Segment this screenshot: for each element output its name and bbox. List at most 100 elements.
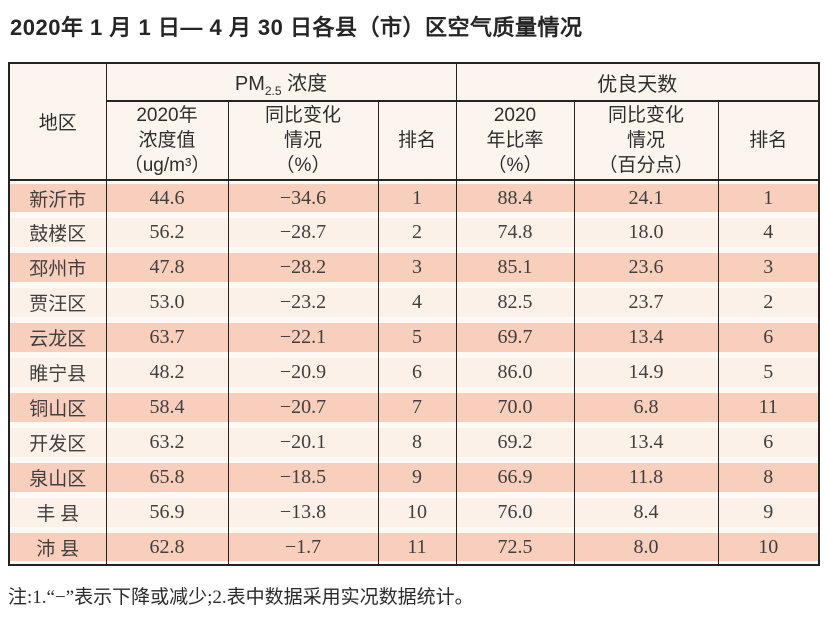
header-pm-value: 2020年 浓度值 （ug/m³） xyxy=(105,101,229,182)
pm-change-cell: −13.8 xyxy=(227,495,379,531)
good-rate-cell: 69.2 xyxy=(455,425,575,461)
pm25-label-prefix: PM xyxy=(234,72,265,95)
pm-change-cell: −20.7 xyxy=(227,390,379,426)
good-rate-cell: 88.4 xyxy=(455,180,575,216)
pm-rank-cell: 7 xyxy=(377,390,457,426)
header-group-good-days: 优良天数 xyxy=(455,63,820,102)
good-rank-cell: 8 xyxy=(717,460,820,496)
table-row: 丰 县 56.9 −13.8 10 76.0 8.4 9 xyxy=(8,495,820,531)
good-change-cell: 13.4 xyxy=(573,320,719,356)
good-rate-cell: 76.0 xyxy=(455,495,575,531)
good-rate-cell: 66.9 xyxy=(455,460,575,496)
header-good-change: 同比变化 情况 （百分点） xyxy=(573,101,719,182)
pm-change-cell: −18.5 xyxy=(227,460,379,496)
region-cell: 云龙区 xyxy=(8,320,107,356)
header-good-rank: 排名 xyxy=(717,101,820,182)
pm-change-cell: −1.7 xyxy=(227,530,379,566)
table-body: 新沂市 44.6 −34.6 1 88.4 24.1 1 鼓楼区 56.2 −2… xyxy=(8,180,820,566)
table-row: 邳州市 47.8 −28.2 3 85.1 23.6 3 xyxy=(8,250,820,286)
page-title: 2020年 1 月 1 日— 4 月 30 日各县（市）区空气质量情况 xyxy=(10,15,583,40)
pm-rank-cell: 10 xyxy=(377,495,457,531)
pm-change-cell: −20.9 xyxy=(227,355,379,391)
pm-rank-cell: 9 xyxy=(377,460,457,496)
region-cell: 铜山区 xyxy=(8,390,107,426)
pm-rank-cell: 8 xyxy=(377,425,457,461)
air-quality-table: 地区 PM2.5 浓度 优良天数 2020年 浓度值 （ug/m³） 同比变化 … xyxy=(8,62,821,567)
header-good-rate: 2020 年比率 （%） xyxy=(455,101,575,182)
pm-rank-cell: 2 xyxy=(377,215,457,251)
table-row: 贾汪区 53.0 −23.2 4 82.5 23.7 2 xyxy=(8,285,820,321)
table-row: 泉山区 65.8 −18.5 9 66.9 11.8 8 xyxy=(8,460,820,496)
table-row: 铜山区 58.4 −20.7 7 70.0 6.8 11 xyxy=(8,390,820,426)
footnote: 注:1.“−”表示下降或减少;2.表中数据采用实况数据统计。 xyxy=(8,587,474,609)
pm-change-cell: −28.7 xyxy=(227,215,379,251)
pm-rank-cell: 3 xyxy=(377,250,457,286)
good-rank-cell: 11 xyxy=(717,390,820,426)
region-cell: 新沂市 xyxy=(8,180,107,216)
good-change-cell: 24.1 xyxy=(573,180,719,216)
good-rank-cell: 6 xyxy=(717,425,820,461)
good-rate-cell: 70.0 xyxy=(455,390,575,426)
pm25-label-suffix: 浓度 xyxy=(281,72,328,95)
good-change-cell: 14.9 xyxy=(573,355,719,391)
region-cell: 鼓楼区 xyxy=(8,215,107,251)
good-change-cell: 18.0 xyxy=(573,215,719,251)
table-header: 地区 PM2.5 浓度 优良天数 2020年 浓度值 （ug/m³） 同比变化 … xyxy=(8,63,820,182)
good-change-cell: 13.4 xyxy=(573,425,719,461)
good-rate-cell: 74.8 xyxy=(455,215,575,251)
pm-value-cell: 48.2 xyxy=(105,355,229,391)
pm-value-cell: 56.2 xyxy=(105,215,229,251)
pm-value-cell: 53.0 xyxy=(105,285,229,321)
pm-rank-cell: 1 xyxy=(377,180,457,216)
good-change-cell: 23.7 xyxy=(573,285,719,321)
pm-value-cell: 58.4 xyxy=(105,390,229,426)
pm-rank-cell: 4 xyxy=(377,285,457,321)
good-change-cell: 23.6 xyxy=(573,250,719,286)
good-rate-cell: 82.5 xyxy=(455,285,575,321)
good-rate-cell: 72.5 xyxy=(455,530,575,566)
good-change-cell: 11.8 xyxy=(573,460,719,496)
header-region: 地区 xyxy=(8,63,107,182)
region-cell: 沛 县 xyxy=(8,530,107,566)
good-rank-cell: 2 xyxy=(717,285,820,321)
region-cell: 贾汪区 xyxy=(8,285,107,321)
good-rank-cell: 3 xyxy=(717,250,820,286)
pm-value-cell: 63.2 xyxy=(105,425,229,461)
header-group-pm25: PM2.5 浓度 xyxy=(105,63,457,102)
table-row: 云龙区 63.7 −22.1 5 69.7 13.4 6 xyxy=(8,320,820,356)
good-rate-cell: 86.0 xyxy=(455,355,575,391)
good-change-cell: 8.4 xyxy=(573,495,719,531)
pm-rank-cell: 5 xyxy=(377,320,457,356)
pm-rank-cell: 6 xyxy=(377,355,457,391)
region-cell: 邳州市 xyxy=(8,250,107,286)
region-cell: 开发区 xyxy=(8,425,107,461)
good-rank-cell: 9 xyxy=(717,495,820,531)
good-rate-cell: 69.7 xyxy=(455,320,575,356)
good-rank-cell: 4 xyxy=(717,215,820,251)
good-rank-cell: 10 xyxy=(717,530,820,566)
pm25-label-subscript: 2.5 xyxy=(264,83,282,98)
pm-value-cell: 63.7 xyxy=(105,320,229,356)
pm-value-cell: 44.6 xyxy=(105,180,229,216)
pm-change-cell: −20.1 xyxy=(227,425,379,461)
header-pm-rank: 排名 xyxy=(377,101,457,182)
region-cell: 泉山区 xyxy=(8,460,107,496)
region-cell: 丰 县 xyxy=(8,495,107,531)
pm-change-cell: −22.1 xyxy=(227,320,379,356)
good-rank-cell: 1 xyxy=(717,180,820,216)
pm-change-cell: −28.2 xyxy=(227,250,379,286)
table-row: 开发区 63.2 −20.1 8 69.2 13.4 6 xyxy=(8,425,820,461)
pm-value-cell: 65.8 xyxy=(105,460,229,496)
good-rate-cell: 85.1 xyxy=(455,250,575,286)
good-change-cell: 6.8 xyxy=(573,390,719,426)
pm-value-cell: 47.8 xyxy=(105,250,229,286)
table-row: 新沂市 44.6 −34.6 1 88.4 24.1 1 xyxy=(8,180,820,216)
pm-value-cell: 56.9 xyxy=(105,495,229,531)
good-rank-cell: 5 xyxy=(717,355,820,391)
header-pm-change: 同比变化 情况 （%） xyxy=(227,101,379,182)
pm-rank-cell: 11 xyxy=(377,530,457,566)
region-cell: 睢宁县 xyxy=(8,355,107,391)
good-change-cell: 8.0 xyxy=(573,530,719,566)
table-row: 沛 县 62.8 −1.7 11 72.5 8.0 10 xyxy=(8,530,820,566)
pm-change-cell: −34.6 xyxy=(227,180,379,216)
